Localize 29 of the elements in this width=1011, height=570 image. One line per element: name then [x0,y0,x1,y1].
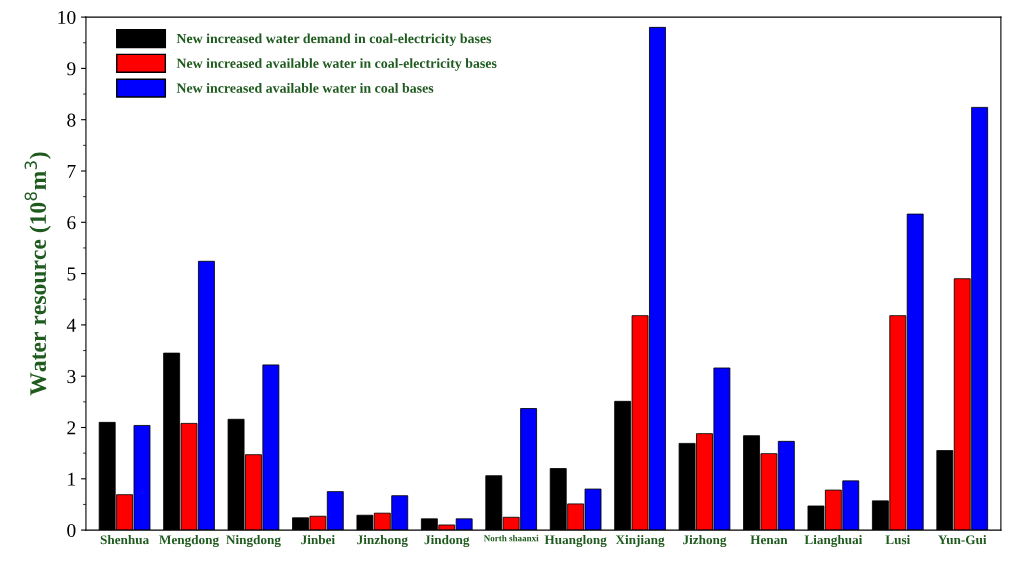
y-tick-label: 9 [67,62,76,76]
x-tick-label: Mengdong [159,534,219,548]
y-tick-label: 1 [68,472,76,486]
x-tick-label: Jinzhong [357,534,408,548]
x-tick-label: Huanglong [544,534,607,548]
legend-label: New increased water demand in coal-electricity bases [176,33,492,47]
y-tick-label: 7 [67,165,76,178]
y-tick-label: 3 [67,370,76,384]
y-tick-label: 4 [66,318,76,332]
x-tick-label: North shaanxi [483,534,539,542]
x-tick-label: Lusi [885,534,911,545]
y-tick-label: 5 [67,267,76,281]
x-tick-label: Jinbei [301,534,335,545]
y-tick-label: 2 [67,421,76,435]
y-tick-label: 8 [67,113,76,127]
y-axis-title: Water resource (10$^{8}$m$^{3}$) [24,152,51,396]
legend-label: New increased available water in coal-electricity bases [176,58,497,71]
y-tick-label: 0 [67,523,76,538]
legend-label: New increased available water in coal bases [176,83,434,93]
y-tick-label: 10 [58,10,76,25]
x-tick-label: Xinjiang [615,534,665,548]
y-tick-label: 6 [67,216,76,230]
x-tick-label: Jindong [424,534,470,548]
x-tick-label: Jizhong [683,534,727,548]
x-tick-label: Shenhua [100,534,149,545]
x-tick-label: Yun-Gui [938,534,987,545]
x-tick-label: Henan [750,535,788,545]
x-tick-label: Ningdong [226,534,281,548]
x-tick-label: Lianghuai [804,534,863,548]
